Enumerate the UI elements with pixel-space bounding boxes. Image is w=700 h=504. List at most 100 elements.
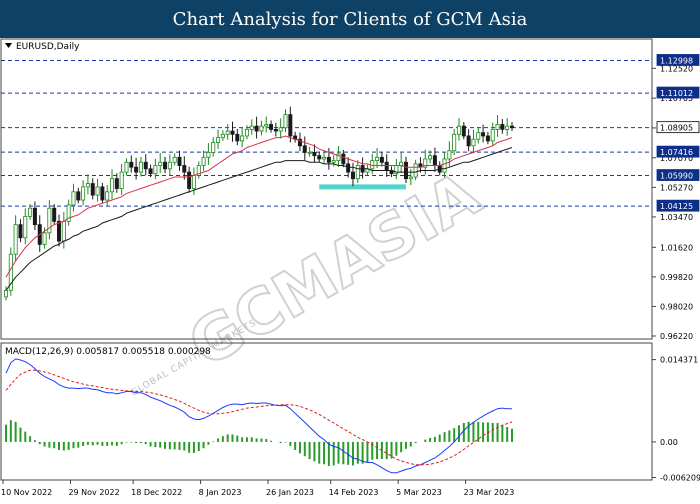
candle-body [505,125,510,130]
candle-body [187,171,192,189]
y-tick-label: 1.01620 [660,243,693,252]
candle-body [490,128,495,142]
candle-body [350,171,355,180]
candle-body [495,124,500,130]
x-tick-label: 26 Jan 2023 [266,488,314,497]
candle-body [18,224,23,239]
candle-body [423,158,428,168]
candle-body [110,178,115,193]
candle-body [206,151,211,158]
page-title: Chart Analysis for Clients of GCM Asia [0,0,700,38]
candle-body [307,151,312,154]
candle-body [481,132,486,137]
y-tick-label: 1.07070 [660,154,693,163]
candle-body [355,165,360,180]
level-tag [656,199,700,212]
moving-average-slow [5,147,513,291]
candle-body [182,165,187,173]
support-zone [319,184,406,190]
candle-body [456,125,461,135]
candle-body [13,224,18,255]
x-tick-label: 8 Jan 2023 [199,488,242,497]
candle-body [52,207,57,222]
candle-body [331,160,336,163]
x-tick-label: 10 Nov 2022 [1,488,52,497]
candle-body [81,186,86,201]
candle-body [163,161,168,170]
candle-body [428,155,433,160]
candle-body [129,161,134,168]
candle-body [244,128,249,137]
candle-body [476,132,481,140]
level-tag [656,54,700,66]
candle-body [47,207,52,234]
x-tick-label: 29 Nov 2022 [68,488,119,497]
macd-label: MACD(12,26,9) 0.005817 0.005518 0.000298 [5,347,211,357]
x-tick-label: 14 Feb 2023 [329,488,379,497]
candle-body [105,191,110,201]
candle-body [114,178,119,189]
candle-body [23,216,28,239]
candle-body [346,163,351,173]
dropdown-triangle-icon[interactable] [5,43,12,48]
candle-body [452,133,457,152]
candle-body [196,165,201,176]
candle-body [379,156,384,163]
level-tag-label: 1.05990 [660,172,693,181]
macd-signal-line [5,369,513,466]
candle-body [57,220,62,242]
candle-body [124,161,129,173]
candle-body [28,207,33,217]
candle-body [138,161,143,173]
level-tag-label: 1.11012 [660,89,693,98]
candle-body [119,171,124,189]
candle-body [201,156,206,166]
candle-body [384,161,389,171]
candle-body [235,133,240,142]
y-tick-label: 1.12520 [660,64,693,73]
candle-body [509,125,514,129]
candle-body [259,125,264,132]
candle-body [134,166,139,173]
candle-body [461,125,466,137]
candle-body [408,176,413,180]
candle-body [76,191,81,201]
candle-body [100,186,105,201]
y-tick-label: 1.03470 [660,213,693,222]
watermark-text: GCMASIA [177,157,492,381]
candle-body [66,204,71,222]
level-tag [656,121,700,134]
x-tick-label: 18 Dec 2022 [131,488,182,497]
candle-body [167,161,172,170]
macd-y-tick-label: 0.014371 [660,356,698,365]
chart-area: GCMASIA GLOBAL CAPITAL MARKETS 1.12520 1.… [0,38,700,500]
candle-body [177,156,182,166]
candle-body [42,232,47,245]
moving-average-fast [5,135,513,278]
y-tick-label: 0.99820 [660,273,693,282]
level-tag-label: 1.12998 [660,56,693,65]
symbol-label-group: EURUSD,Daily [5,42,80,52]
candle-body [225,130,230,135]
candle-body [71,191,76,206]
candle-body [278,127,283,132]
candle-body [283,114,288,129]
y-tick-label: 1.10705 [660,94,693,103]
level-tag [656,145,700,158]
candle-body [312,151,317,157]
candle-body [341,153,346,165]
candle-body [172,156,177,163]
candle-body [336,153,341,162]
candle-body [61,220,66,242]
x-tick-label: 5 Mar 2023 [396,488,442,497]
y-tick-label: 0.96220 [660,332,693,341]
candle-body [148,168,153,175]
candle-body [297,138,302,147]
symbol-label: EURUSD,Daily [16,42,80,52]
candle-body [249,125,254,130]
y-tick-label: 0.98020 [660,302,693,311]
level-tag [656,169,700,181]
candle-body [302,145,307,153]
candle-body [158,161,163,166]
candle-body [485,135,490,142]
